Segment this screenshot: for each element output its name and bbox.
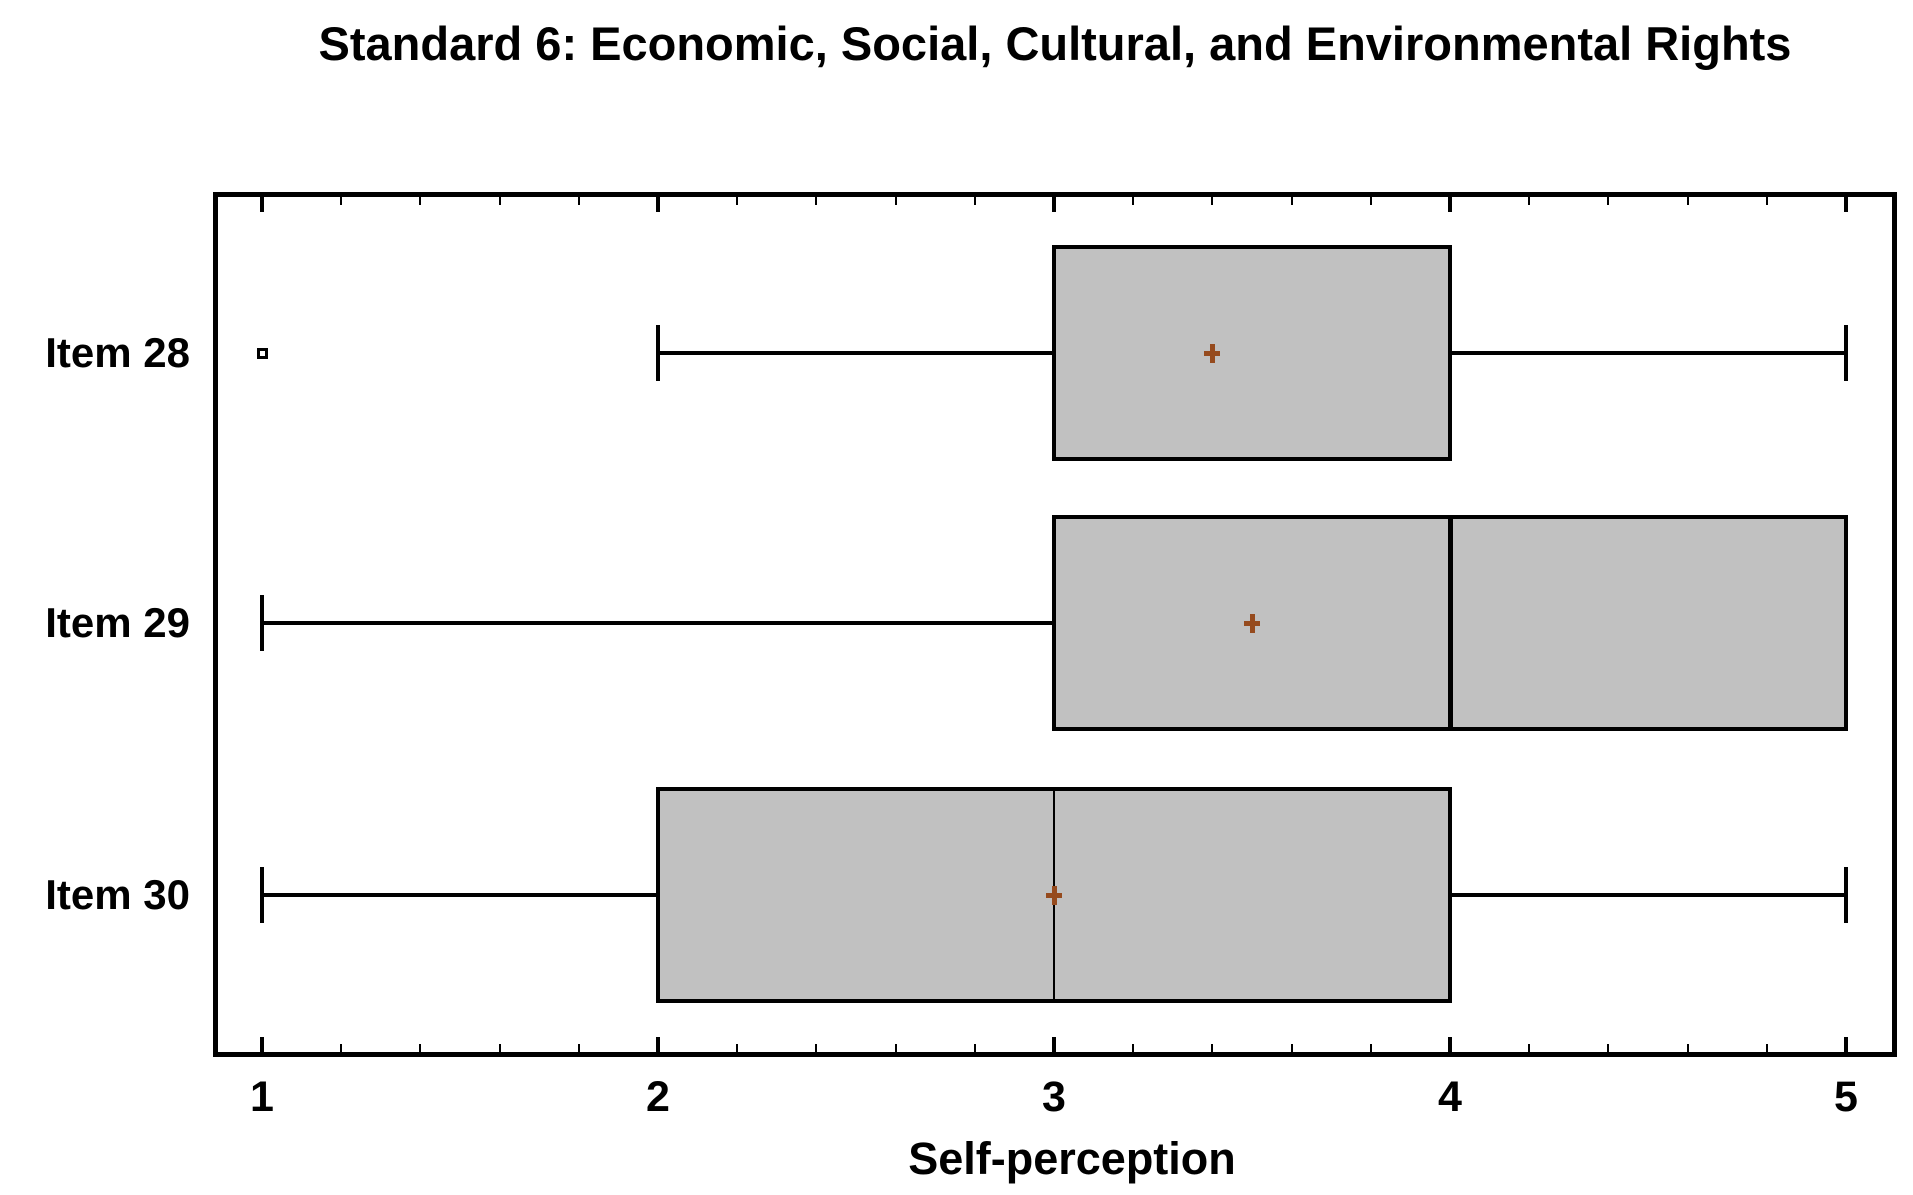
x-tick-label: 5 [1834, 1073, 1858, 1121]
x-minor-tick-top [1607, 197, 1610, 205]
x-minor-tick-top [1765, 197, 1768, 205]
x-minor-tick [973, 1044, 976, 1052]
x-minor-tick [1132, 1044, 1135, 1052]
x-major-tick [656, 1037, 660, 1052]
x-minor-tick-top [1686, 197, 1689, 205]
x-minor-tick-top [815, 197, 818, 205]
x-minor-tick-top [498, 197, 501, 205]
whisker-line-left [658, 351, 1054, 355]
mean-marker-vbar [1249, 613, 1255, 633]
x-minor-tick [1607, 1044, 1610, 1052]
x-minor-tick [1765, 1044, 1768, 1052]
whisker-line-left [262, 893, 658, 897]
x-minor-tick-top [736, 197, 739, 205]
x-minor-tick [1290, 1044, 1293, 1052]
whisker-cap-low [260, 595, 264, 651]
whisker-line-left [262, 621, 1054, 625]
x-minor-tick-top [1290, 197, 1293, 205]
mean-marker-vbar [1209, 343, 1215, 363]
x-minor-tick [815, 1044, 818, 1052]
x-minor-tick [736, 1044, 739, 1052]
x-major-tick [1844, 1037, 1848, 1052]
x-minor-tick [1369, 1044, 1372, 1052]
whisker-line-right [1450, 893, 1846, 897]
x-minor-tick [1528, 1044, 1531, 1052]
x-minor-tick-top [1132, 197, 1135, 205]
x-minor-tick-top [340, 197, 343, 205]
whisker-line-right [1450, 351, 1846, 355]
x-major-tick-top [656, 197, 660, 212]
x-minor-tick-top [577, 197, 580, 205]
outlier-marker [256, 347, 268, 359]
x-major-tick-top [260, 197, 264, 212]
whisker-cap-low [656, 325, 660, 381]
whisker-cap-low [260, 867, 264, 923]
mean-marker-vbar [1051, 885, 1057, 905]
x-minor-tick [419, 1044, 422, 1052]
mean-marker-icon [1204, 343, 1221, 363]
whisker-cap-high [1844, 867, 1848, 923]
x-tick-label: 4 [1438, 1073, 1462, 1121]
x-minor-tick [1211, 1044, 1214, 1052]
x-major-tick-top [1052, 197, 1056, 212]
x-minor-tick [577, 1044, 580, 1052]
x-minor-tick [1686, 1044, 1689, 1052]
x-major-tick [1052, 1037, 1056, 1052]
x-tick-label: 3 [1042, 1073, 1066, 1121]
x-major-tick [260, 1037, 264, 1052]
x-major-tick-top [1448, 197, 1452, 212]
x-minor-tick-top [973, 197, 976, 205]
x-major-tick [1448, 1037, 1452, 1052]
x-minor-tick [340, 1044, 343, 1052]
x-tick-label: 1 [250, 1073, 274, 1121]
item-label: Item 28 [45, 329, 190, 376]
whisker-cap-high [1844, 325, 1848, 381]
x-minor-tick-top [1211, 197, 1214, 205]
x-minor-tick-top [1369, 197, 1372, 205]
x-minor-tick-top [894, 197, 897, 205]
mean-marker-icon [1046, 885, 1062, 905]
chart-title: Standard 6: Economic, Social, Cultural, … [318, 17, 1792, 70]
x-minor-tick [894, 1044, 897, 1052]
mean-marker-icon [1244, 613, 1260, 633]
median-line [1447, 519, 1453, 727]
x-minor-tick-top [1528, 197, 1531, 205]
x-axis-title: Self-perception [908, 1133, 1236, 1184]
x-minor-tick [498, 1044, 501, 1052]
item-label: Item 29 [45, 599, 190, 646]
x-minor-tick-top [419, 197, 422, 205]
item-label: Item 30 [45, 871, 190, 918]
x-tick-label: 2 [646, 1073, 670, 1121]
iqr-box [1052, 245, 1452, 461]
plot-area [213, 192, 1897, 1057]
x-major-tick-top [1844, 197, 1848, 212]
